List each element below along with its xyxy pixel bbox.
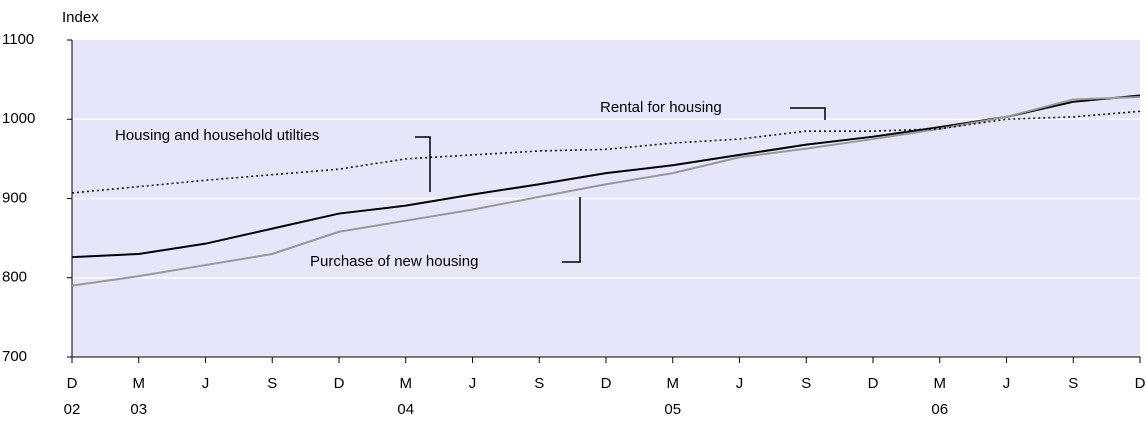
series-annotation: Housing and household utilties (115, 127, 319, 144)
y-axis-label: Index (62, 9, 99, 26)
x-tick-label: D (1135, 375, 1146, 392)
x-tick-label: M (667, 375, 680, 392)
x-tick-label: D (601, 375, 612, 392)
x-tick-label: M (133, 375, 146, 392)
x-year-label: 02 (64, 401, 81, 418)
x-tick-label: J (469, 375, 477, 392)
series-line (71, 94, 1141, 259)
x-tick-label: J (1003, 375, 1011, 392)
x-tick-label: S (267, 375, 277, 392)
series-annotation: Purchase of new housing (310, 253, 478, 270)
x-tick-label: S (801, 375, 811, 392)
x-tick-label: S (534, 375, 544, 392)
annotation-leader (415, 136, 431, 192)
x-tick-label: D (868, 375, 879, 392)
x-year-label: 03 (130, 401, 147, 418)
y-tick-label: 1100 (2, 31, 34, 48)
x-tick-label: D (67, 375, 78, 392)
x-tick-label: M (400, 375, 413, 392)
x-tick-label: D (334, 375, 345, 392)
x-tick-label: J (736, 375, 744, 392)
x-tick-label: S (1068, 375, 1078, 392)
y-tick-label: 700 (2, 348, 27, 365)
annotation-leader (790, 107, 826, 120)
x-tick-label: J (202, 375, 210, 392)
x-year-label: 04 (397, 401, 414, 418)
y-tick-label: 900 (2, 189, 27, 206)
y-tick-label: 800 (2, 269, 27, 286)
annotation-leader (562, 197, 581, 263)
series-annotation: Rental for housing (600, 99, 722, 116)
series-line (71, 110, 1141, 194)
x-tick-label: M (934, 375, 947, 392)
series-line (71, 96, 1141, 287)
y-tick-label: 1000 (2, 110, 35, 127)
x-year-label: 05 (664, 401, 681, 418)
x-year-label: 06 (931, 401, 948, 418)
